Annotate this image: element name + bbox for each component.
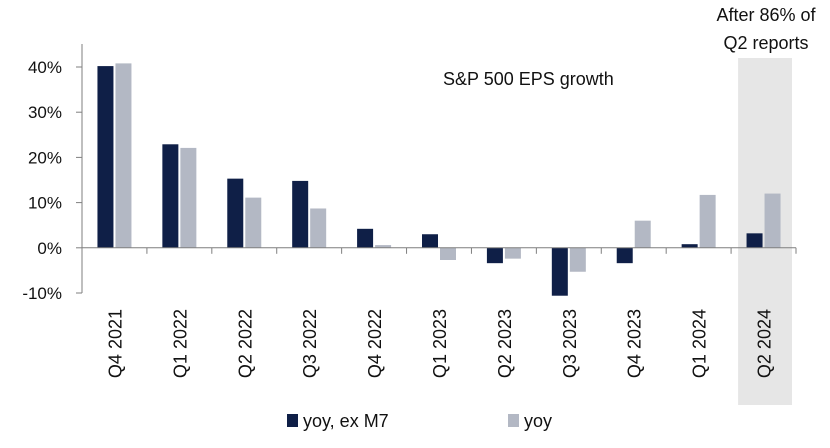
bar-yoy-q2-2022 xyxy=(245,197,262,248)
bar-yoy-ex-m7-q3-2022 xyxy=(292,180,309,248)
bar-yoy-ex-m7-q2-2024 xyxy=(746,233,763,248)
bar-yoy-ex-m7-q1-2024 xyxy=(681,244,698,248)
annotation-line-1: After 86% of xyxy=(716,5,816,25)
y-tick-label: 20% xyxy=(28,148,62,167)
bar-yoy-ex-m7-q4-2023 xyxy=(616,247,633,264)
annotation-line-2: Q2 reports xyxy=(723,33,808,53)
bar-yoy-ex-m7-q4-2021 xyxy=(97,66,114,248)
bar-yoy-q1-2023 xyxy=(440,247,456,261)
legend: yoy, ex M7 yoy xyxy=(287,411,552,431)
bar-yoy-q3-2023 xyxy=(569,247,586,272)
x-axis: Q4 2021 Q1 2022 Q2 2022 Q3 2022 Q4 2022 Q1 20… xyxy=(81,247,797,378)
legend-swatch xyxy=(287,414,298,427)
x-tick-label: Q4 2022 xyxy=(365,309,385,378)
y-tick-label: 0% xyxy=(37,239,62,258)
x-tick-label: Q2 2024 xyxy=(755,309,775,378)
bar-yoy-ex-m7-q2-2023 xyxy=(486,247,503,264)
x-tick-label: Q2 2022 xyxy=(235,309,255,378)
y-tick-label: -10% xyxy=(22,284,62,303)
bars xyxy=(97,63,781,296)
bar-yoy-ex-m7-q3-2023 xyxy=(551,247,568,296)
x-tick-label: Q2 2023 xyxy=(495,309,515,378)
bar-yoy-q4-2022 xyxy=(375,245,392,248)
bar-yoy-q1-2022 xyxy=(180,147,197,248)
bar-yoy-q2-2024 xyxy=(764,193,781,248)
bar-yoy-q4-2021 xyxy=(115,63,132,248)
legend-label: yoy, ex M7 xyxy=(303,411,389,431)
bar-yoy-ex-m7-q4-2022 xyxy=(357,228,374,248)
legend-label: yoy xyxy=(524,411,552,431)
bar-yoy-q2-2023 xyxy=(504,247,521,259)
x-tick-label: Q4 2021 xyxy=(105,309,125,378)
legend-swatch xyxy=(508,414,519,427)
bar-yoy-ex-m7-q1-2022 xyxy=(162,144,179,248)
y-tick-label: 30% xyxy=(28,103,62,122)
x-tick-label: Q4 2023 xyxy=(625,309,645,378)
x-tick-label: Q1 2024 xyxy=(690,309,710,378)
x-tick-label: Q1 2022 xyxy=(170,309,190,378)
bar-yoy-q1-2024 xyxy=(699,194,716,248)
bar-yoy-q3-2022 xyxy=(310,208,327,248)
x-tick-label: Q1 2023 xyxy=(430,309,450,378)
y-tick-label: 10% xyxy=(28,194,62,213)
bar-yoy-ex-m7-q2-2022 xyxy=(227,178,244,248)
x-tick-label: Q3 2022 xyxy=(300,309,320,378)
y-tick-label: 40% xyxy=(28,58,62,77)
x-tick-label: Q3 2023 xyxy=(560,309,580,378)
chart-title: S&P 500 EPS growth xyxy=(443,69,614,89)
bar-yoy-q4-2023 xyxy=(634,220,651,248)
bar-yoy-ex-m7-q1-2023 xyxy=(422,234,438,248)
y-axis: -10% 0% 10% 20% 30% 40% xyxy=(22,44,83,303)
